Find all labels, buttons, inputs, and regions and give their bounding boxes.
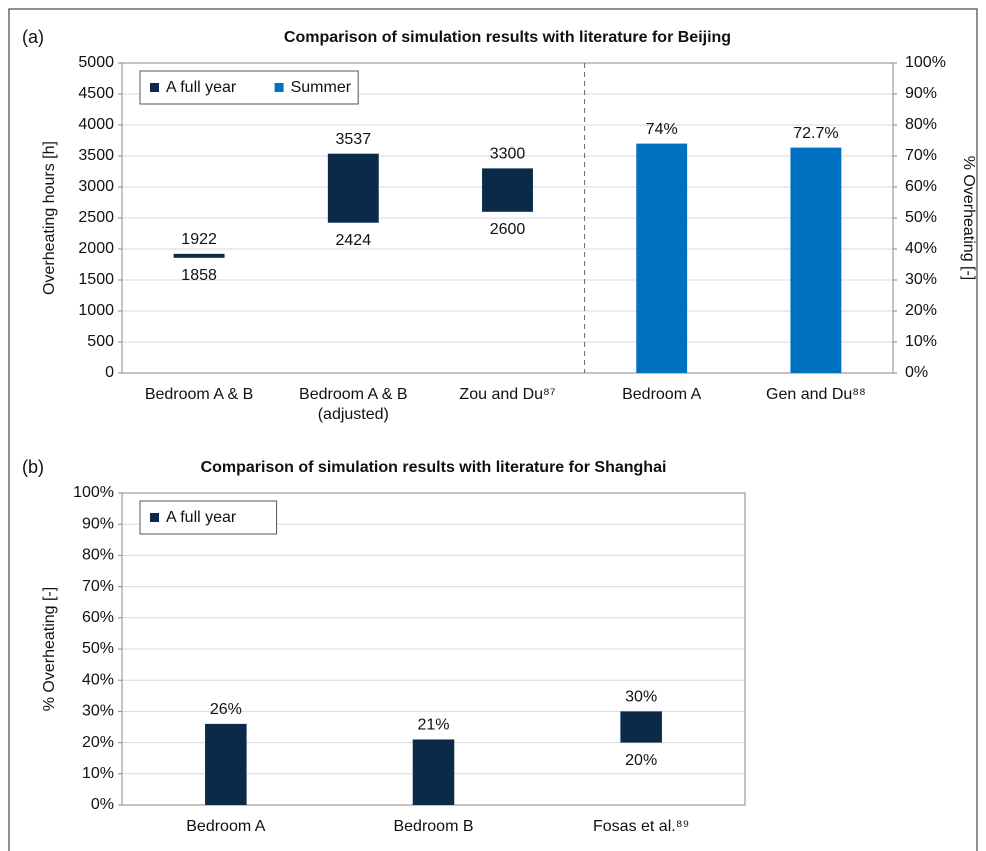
value-label: 1922: [181, 231, 217, 248]
legend-box: [139, 70, 359, 105]
value-label: 21%: [417, 717, 449, 734]
low-label: 2424: [336, 232, 372, 249]
x-tick-label: Fosas et al.⁸⁹: [593, 818, 689, 835]
panel-label: (b): [22, 457, 44, 477]
legend-label: A full year: [166, 509, 237, 526]
y-tick-label: 3500: [78, 147, 114, 164]
value-label: 72.7%: [793, 125, 838, 142]
y2-tick-label: 100%: [905, 54, 946, 71]
bar: [327, 153, 379, 223]
value-label: 26%: [210, 701, 242, 718]
y-tick-label: 2500: [78, 209, 114, 226]
y-tick-label: 10%: [82, 765, 114, 782]
y-tick-label: 40%: [82, 671, 114, 688]
y-tick-label: 100%: [73, 484, 114, 501]
x-tick-label: Bedroom A & B: [145, 386, 254, 403]
y2-tick-label: 70%: [905, 147, 937, 164]
y-tick-label: 30%: [82, 703, 114, 720]
low-label: 20%: [625, 752, 657, 769]
y-tick-label: 70%: [82, 578, 114, 595]
y-tick-label: 4500: [78, 85, 114, 102]
y-tick-label: 90%: [82, 515, 114, 532]
y2-tick-label: 40%: [905, 240, 937, 257]
x-tick-label: Bedroom B: [393, 818, 473, 835]
y2-tick-label: 80%: [905, 116, 937, 133]
y-tick-label: 5000: [78, 54, 114, 71]
bar: [482, 168, 533, 212]
x-tick-label: Zou and Du⁸⁷: [459, 386, 555, 403]
legend-swatch: [150, 513, 159, 522]
x-tick-label: Gen and Du⁸⁸: [766, 386, 866, 403]
y2-tick-label: 10%: [905, 333, 937, 350]
legend-swatch: [274, 83, 284, 92]
y-tick-label: 50%: [82, 640, 114, 657]
y-tick-label: 3000: [78, 178, 114, 195]
frame: [8, 8, 978, 851]
legend-box: [139, 500, 278, 535]
y2-axis-label: % Overheating [-]: [960, 156, 977, 281]
bar: [412, 739, 455, 805]
bar: [173, 253, 225, 258]
y2-tick-label: 90%: [905, 85, 937, 102]
y-tick-label: 20%: [82, 734, 114, 751]
y-tick-label: 1500: [78, 271, 114, 288]
legend-swatch: [150, 83, 159, 92]
panel-label: (a): [22, 27, 44, 47]
y2-tick-label: 50%: [905, 209, 937, 226]
value-label: 74%: [646, 121, 678, 138]
y-tick-label: 0%: [91, 796, 114, 813]
y-tick-label: 500: [87, 333, 114, 350]
y-tick-label: 80%: [82, 547, 114, 564]
y-tick-label: 60%: [82, 609, 114, 626]
legend-label: Summer: [291, 79, 352, 96]
bar: [620, 711, 662, 743]
value-label: 30%: [625, 689, 657, 706]
value-label: 3300: [490, 146, 526, 163]
x-tick-label: Bedroom A & B (adjusted): [299, 386, 408, 423]
bar: [205, 723, 247, 805]
y-axis-label: % Overheating [-]: [41, 587, 58, 712]
x-tick-label: Bedroom A: [622, 386, 701, 403]
value-label: 3537: [336, 131, 372, 148]
low-label: 1858: [181, 267, 217, 284]
y-axis-label: Overheating hours [h]: [41, 141, 58, 295]
low-label: 2600: [490, 221, 526, 238]
x-tick-label: Bedroom A: [186, 818, 265, 835]
y-tick-label: 1000: [78, 302, 114, 319]
legend-label: A full year: [166, 79, 237, 96]
chart-title: Comparison of simulation results with li…: [284, 29, 731, 46]
bar: [790, 147, 842, 373]
y2-tick-label: 60%: [905, 178, 937, 195]
y-tick-label: 4000: [78, 116, 114, 133]
y2-tick-label: 20%: [905, 302, 937, 319]
chart-title: Comparison of simulation results with li…: [201, 459, 667, 476]
y-tick-label: 0: [105, 364, 114, 381]
bar: [636, 143, 688, 373]
y2-tick-label: 30%: [905, 271, 937, 288]
y2-tick-label: 0%: [905, 364, 928, 381]
y-tick-label: 2000: [78, 240, 114, 257]
